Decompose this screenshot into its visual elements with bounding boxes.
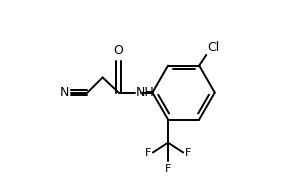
- Text: F: F: [165, 164, 171, 174]
- Text: O: O: [114, 44, 123, 57]
- Text: N: N: [60, 86, 69, 99]
- Text: F: F: [145, 148, 152, 158]
- Text: NH: NH: [136, 86, 154, 99]
- Text: F: F: [185, 148, 191, 158]
- Text: Cl: Cl: [207, 41, 219, 54]
